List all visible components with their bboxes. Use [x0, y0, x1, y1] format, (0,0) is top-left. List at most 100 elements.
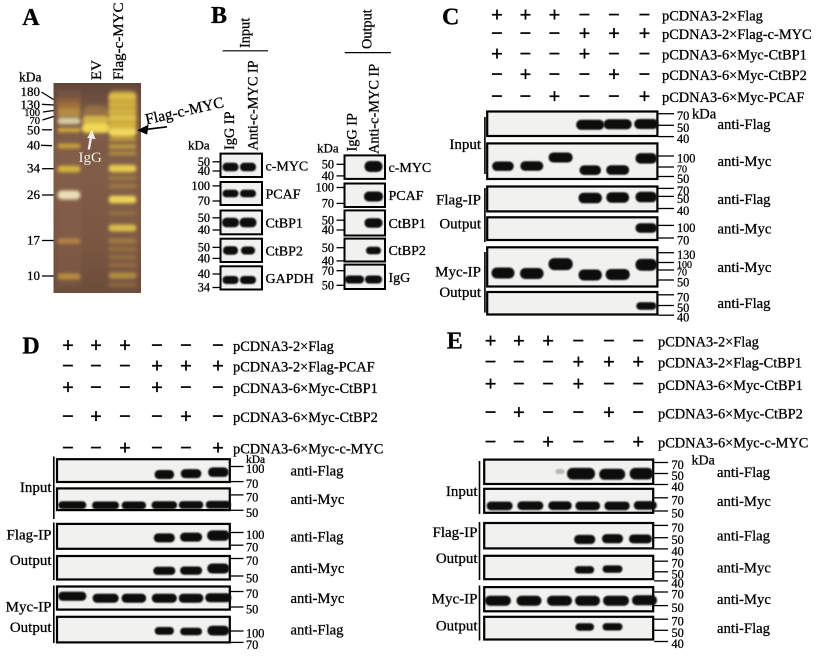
svg-text:Output: Output	[359, 9, 375, 49]
svg-text:Input: Input	[238, 18, 254, 48]
svg-text:pCDNA3-2×Flag-CtBP1: pCDNA3-2×Flag-CtBP1	[658, 356, 802, 372]
svg-text:70: 70	[246, 477, 258, 491]
svg-text:−: −	[549, 62, 561, 86]
svg-text:Output: Output	[439, 217, 482, 233]
svg-text:−: −	[119, 375, 131, 399]
svg-text:Myc-IP: Myc-IP	[6, 600, 52, 616]
svg-text:anti-Myc: anti-Myc	[291, 492, 345, 508]
svg-text:anti-Flag: anti-Flag	[291, 623, 345, 639]
svg-text:anti-Myc: anti-Myc	[717, 494, 771, 510]
svg-text:pCDNA3-2×Flag-c-MYC: pCDNA3-2×Flag-c-MYC	[662, 27, 812, 43]
svg-text:anti-Myc: anti-Myc	[717, 561, 771, 577]
svg-text:Myc-IP: Myc-IP	[432, 592, 478, 608]
svg-text:−: −	[572, 400, 584, 424]
svg-text:100: 100	[192, 179, 210, 193]
svg-text:CtBP2: CtBP2	[389, 244, 426, 259]
svg-text:pCDNA3-2×Flag: pCDNA3-2×Flag	[658, 335, 759, 351]
svg-text:+: +	[572, 372, 584, 396]
svg-text:10: 10	[27, 268, 40, 283]
svg-text:+: +	[212, 353, 224, 377]
svg-text:+: +	[62, 375, 74, 399]
svg-text:anti-Flag: anti-Flag	[717, 621, 771, 637]
svg-text:−: −	[513, 372, 525, 396]
svg-text:pCDNA3-2×Flag: pCDNA3-2×Flag	[662, 9, 763, 25]
svg-text:pCDNA3-6×Myc-CtBP1: pCDNA3-6×Myc-CtBP1	[662, 48, 807, 64]
svg-text:−: −	[90, 375, 102, 399]
svg-text:−: −	[603, 372, 615, 396]
svg-text:70: 70	[672, 588, 684, 602]
svg-text:Output: Output	[439, 285, 482, 301]
svg-text:−: −	[62, 435, 74, 459]
svg-text:70: 70	[246, 541, 258, 555]
svg-text:−: −	[119, 353, 131, 377]
svg-text:−: −	[639, 62, 651, 86]
svg-text:−: −	[632, 372, 644, 396]
svg-text:−: −	[212, 404, 224, 428]
svg-text:anti-Flag: anti-Flag	[717, 465, 771, 481]
svg-text:−: −	[485, 349, 497, 373]
svg-text:+: +	[549, 84, 561, 108]
svg-text:+: +	[520, 62, 532, 86]
svg-text:−: −	[151, 435, 163, 459]
svg-text:50: 50	[672, 601, 684, 615]
svg-text:−: −	[520, 84, 532, 108]
svg-text:+: +	[119, 435, 131, 459]
svg-text:100: 100	[246, 462, 264, 476]
svg-text:50: 50	[677, 276, 689, 290]
svg-text:−: −	[180, 375, 192, 399]
svg-text:+: +	[603, 400, 615, 424]
svg-text:Flag-IP: Flag-IP	[7, 528, 52, 544]
svg-text:−: −	[632, 400, 644, 424]
svg-text:−: −	[542, 349, 554, 373]
svg-text:anti-Flag: anti-Flag	[718, 296, 772, 312]
svg-text:−: −	[151, 404, 163, 428]
svg-text:anti-Myc: anti-Myc	[718, 154, 772, 170]
svg-text:Flag-IP: Flag-IP	[433, 525, 478, 541]
svg-text:−: −	[491, 84, 503, 108]
svg-text:40: 40	[672, 637, 684, 651]
svg-text:40: 40	[677, 132, 689, 146]
svg-text:pCDNA3-6×Myc-CtBP1: pCDNA3-6×Myc-CtBP1	[658, 378, 803, 394]
svg-text:40: 40	[27, 138, 40, 153]
svg-text:c-MYC: c-MYC	[266, 159, 309, 174]
svg-text:40: 40	[198, 164, 210, 178]
svg-text:+: +	[542, 429, 554, 453]
svg-text:Input: Input	[449, 137, 481, 153]
svg-text:+: +	[632, 429, 644, 453]
svg-text:+: +	[603, 349, 615, 373]
svg-text:−: −	[608, 84, 620, 108]
svg-text:Input: Input	[20, 480, 52, 496]
svg-text:Input: Input	[446, 484, 478, 500]
svg-text:100: 100	[316, 181, 334, 195]
svg-text:40: 40	[198, 267, 210, 281]
svg-text:pCDNA3-6×Myc-CtBP2: pCDNA3-6×Myc-CtBP2	[662, 68, 807, 84]
svg-text:Anti-c-MYC IP: Anti-c-MYC IP	[366, 64, 382, 154]
svg-text:D: D	[22, 334, 39, 360]
svg-text:pCDNA3-6×Myc-CtBP2: pCDNA3-6×Myc-CtBP2	[233, 410, 378, 426]
svg-text:Output: Output	[10, 553, 53, 569]
svg-text:+: +	[151, 375, 163, 399]
svg-text:−: −	[542, 400, 554, 424]
svg-text:+: +	[151, 353, 163, 377]
svg-text:50: 50	[672, 507, 684, 521]
svg-text:CtBP2: CtBP2	[266, 244, 303, 259]
svg-text:40: 40	[198, 223, 210, 237]
svg-text:40: 40	[672, 480, 684, 494]
svg-text:kDa: kDa	[19, 70, 42, 85]
svg-text:EV: EV	[89, 60, 105, 80]
svg-text:Flag-IP: Flag-IP	[436, 193, 481, 209]
svg-text:−: −	[513, 429, 525, 453]
svg-text:−: −	[513, 349, 525, 373]
svg-text:anti-Flag: anti-Flag	[718, 117, 772, 133]
svg-text:kDa: kDa	[317, 141, 339, 156]
svg-text:pCDNA3-6×Myc-CtBP1: pCDNA3-6×Myc-CtBP1	[233, 381, 378, 397]
svg-text:50: 50	[246, 572, 258, 586]
svg-text:anti-Flag: anti-Flag	[717, 529, 771, 545]
svg-text:34: 34	[198, 281, 210, 295]
svg-text:anti-Flag: anti-Flag	[291, 529, 345, 545]
svg-text:Anti-c-MYC IP: Anti-c-MYC IP	[245, 60, 261, 150]
svg-text:+: +	[608, 62, 620, 86]
svg-text:+: +	[572, 349, 584, 373]
svg-text:−: −	[119, 404, 131, 428]
svg-text:IgG IP: IgG IP	[222, 111, 238, 150]
